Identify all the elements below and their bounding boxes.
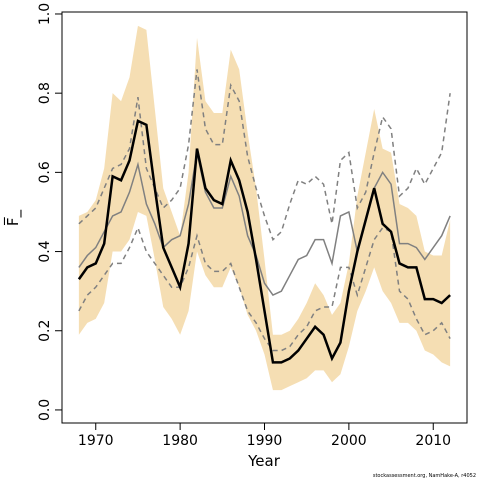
x-tick-label: 2000 bbox=[331, 433, 367, 449]
y-tick-label: 0.6 bbox=[37, 161, 53, 183]
y-tick-label: 0.8 bbox=[37, 82, 53, 104]
footnote: stockassessment.org, NamHake-A, r4052 bbox=[373, 473, 476, 479]
x-tick-label: 1980 bbox=[162, 433, 198, 449]
line bbox=[78, 69, 451, 242]
x-tick-label: 1970 bbox=[78, 433, 114, 449]
y-axis-label: F̅_ bbox=[3, 209, 23, 226]
x-tick-label: 1990 bbox=[247, 433, 283, 449]
x-tick-label: 2010 bbox=[415, 433, 451, 449]
y-tick-label: 0.2 bbox=[37, 320, 53, 342]
y-tick-label: 0.0 bbox=[37, 399, 53, 421]
y-tick-label: 0.4 bbox=[37, 240, 53, 262]
x-axis-label: Year bbox=[247, 452, 281, 470]
y-tick-label: 1.0 bbox=[37, 3, 53, 25]
line bbox=[77, 119, 451, 364]
line bbox=[78, 152, 451, 297]
confidence-band bbox=[78, 25, 451, 391]
